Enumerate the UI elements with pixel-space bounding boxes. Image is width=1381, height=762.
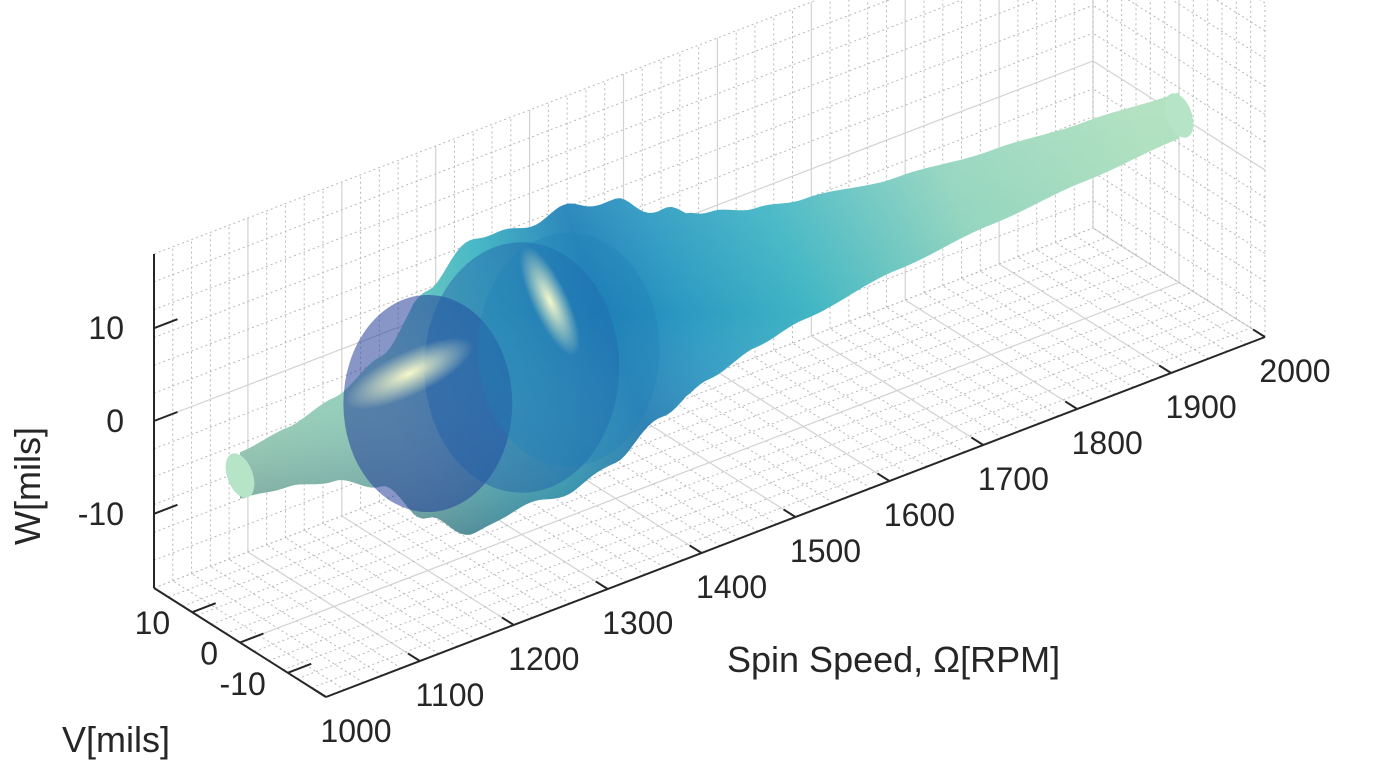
- x-tick-mark: [1158, 364, 1172, 374]
- x-tick-mark: [313, 688, 327, 698]
- x-tick-label: 1700: [978, 461, 1049, 497]
- x-tick-mark: [501, 616, 515, 626]
- z-tick-label: 10: [88, 310, 124, 346]
- x-tick-label: 1500: [790, 533, 861, 569]
- y-tick-mark: [191, 602, 217, 614]
- x-tick-label: 1600: [884, 497, 955, 533]
- z-tick-label: 0: [106, 403, 124, 439]
- surface: [225, 92, 1194, 535]
- grid-line: [1092, 199, 1266, 310]
- x-tick-mark: [1064, 400, 1078, 410]
- x-axis-label: Spin Speed, Ω[RPM]: [727, 639, 1060, 680]
- x-tick-mark: [689, 544, 703, 554]
- x-tick-mark: [407, 652, 421, 662]
- z-tick-mark: [153, 411, 178, 422]
- x-tick-mark: [783, 508, 797, 518]
- grid-line: [239, 281, 1180, 644]
- y-tick-mark: [287, 662, 312, 674]
- grid-line: [1171, 0, 1266, 60]
- x-tick-label: 2000: [1259, 353, 1330, 389]
- x-tick-label: 1300: [602, 605, 673, 641]
- z-axis-label: W[mils]: [7, 427, 48, 545]
- surface-highlight: [344, 337, 474, 410]
- grid-line: [1092, 32, 1266, 143]
- x-tick-mark: [876, 472, 890, 482]
- z-tick-mark: [153, 318, 178, 330]
- surface-end-cap: [1164, 93, 1194, 138]
- x-tick-label: 1900: [1166, 389, 1237, 425]
- tick-labels: 1000110012001300140015001600170018001900…: [78, 310, 1331, 749]
- z-tick-label: -10: [78, 496, 124, 532]
- grid-line: [1092, 116, 1266, 227]
- z-tick-mark: [153, 503, 178, 515]
- y-axis-label: V[mils]: [62, 719, 170, 760]
- x-tick-mark: [970, 436, 984, 446]
- grid-line: [1092, 88, 1266, 199]
- x-tick-label: 1000: [320, 713, 391, 749]
- grid-line: [1092, 227, 1266, 338]
- x-tick-label: 1200: [508, 641, 579, 677]
- x-tick-label: 1400: [696, 569, 767, 605]
- axes: [153, 254, 1266, 698]
- surface-end-cap: [225, 453, 255, 498]
- grid-line: [1127, 0, 1266, 87]
- x-tick-label: 1100: [415, 677, 484, 713]
- x-tick-mark: [595, 580, 609, 590]
- y-tick-label: -10: [220, 666, 266, 702]
- grid-line: [1092, 144, 1266, 254]
- y-tick-label: 10: [135, 605, 171, 641]
- y-tick-mark: [239, 632, 264, 644]
- grid-line: [1092, 171, 1266, 282]
- surface-highlight: [519, 246, 581, 356]
- y-tick-label: 0: [200, 636, 218, 672]
- x-tick-mark: [1252, 328, 1266, 338]
- grid-line: [1092, 4, 1266, 115]
- x-tick-label: 1800: [1072, 425, 1143, 461]
